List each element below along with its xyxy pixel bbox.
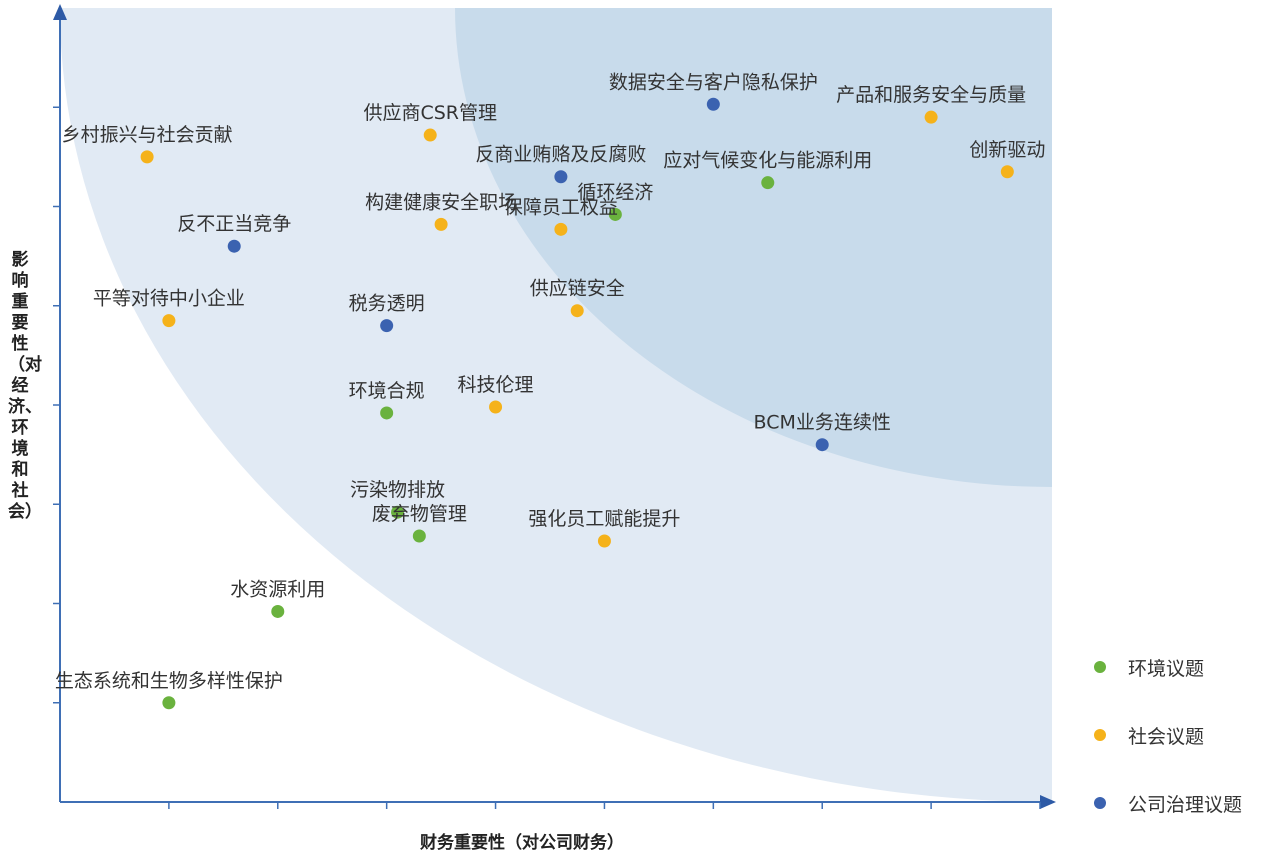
point-label: 强化员工赋能提升 bbox=[528, 508, 680, 530]
point-marker-env bbox=[412, 529, 426, 543]
axes bbox=[53, 4, 1056, 809]
point-label: 税务透明 bbox=[349, 293, 425, 315]
point-label: 数据安全与客户隐私保护 bbox=[609, 71, 818, 93]
legend-label-soc: 社会议题 bbox=[1128, 725, 1205, 748]
data-point: 应对气候变化与能源利用 bbox=[663, 150, 872, 190]
data-point: 创新驱动 bbox=[969, 139, 1045, 179]
legend-item-env: 环境议题 bbox=[1088, 650, 1268, 684]
point-marker-gov bbox=[706, 97, 720, 111]
data-point: 保障员工权益 bbox=[504, 196, 618, 236]
legend-item-gov: 公司治理议题 bbox=[1088, 786, 1268, 820]
data-point: 平等对待中小企业 bbox=[93, 288, 245, 328]
legend-dot-env bbox=[1094, 661, 1106, 673]
point-marker-soc bbox=[162, 314, 176, 328]
point-marker-env bbox=[608, 207, 622, 221]
data-point: 污染物排放 bbox=[350, 479, 445, 519]
data-point: 反不正当竞争 bbox=[177, 213, 291, 253]
data-point: 供应商CSR管理 bbox=[363, 102, 497, 142]
point-label: 废弃物管理 bbox=[372, 503, 467, 525]
point-label: 循环经济 bbox=[577, 181, 653, 203]
point-label: 供应商CSR管理 bbox=[363, 102, 497, 124]
point-label: 产品和服务安全与质量 bbox=[836, 84, 1026, 106]
data-point: 数据安全与客户隐私保护 bbox=[609, 71, 818, 111]
point-marker-soc bbox=[140, 150, 154, 164]
legend-label-env: 环境议题 bbox=[1128, 657, 1205, 680]
data-point: 废弃物管理 bbox=[372, 503, 467, 543]
legend: 环境议题 社会议题 公司治理议题 bbox=[1088, 650, 1268, 854]
data-point: BCM业务连续性 bbox=[754, 412, 891, 452]
data-point: 乡村振兴与社会贡献 bbox=[62, 124, 233, 164]
point-marker-env bbox=[271, 604, 285, 618]
data-point: 环境合规 bbox=[349, 380, 425, 420]
point-marker-env bbox=[761, 176, 775, 190]
data-point: 产品和服务安全与质量 bbox=[836, 84, 1026, 124]
data-point: 构建健康安全职场 bbox=[365, 191, 517, 231]
data-point: 强化员工赋能提升 bbox=[528, 508, 680, 548]
point-marker-env bbox=[380, 406, 394, 420]
point-marker-soc bbox=[423, 128, 437, 142]
point-label: 反商业贿赂及反腐败 bbox=[475, 144, 646, 166]
point-marker-soc bbox=[570, 304, 584, 318]
point-marker-soc bbox=[924, 110, 938, 124]
point-label: 保障员工权益 bbox=[504, 196, 618, 218]
point-label: 乡村振兴与社会贡献 bbox=[62, 124, 233, 146]
point-label: 生态系统和生物多样性保护 bbox=[55, 670, 283, 692]
point-marker-soc bbox=[434, 217, 448, 231]
point-label: 水资源利用 bbox=[230, 578, 325, 600]
point-label: 构建健康安全职场 bbox=[365, 191, 517, 213]
data-point: 生态系统和生物多样性保护 bbox=[55, 670, 283, 710]
legend-item-soc: 社会议题 bbox=[1088, 718, 1268, 752]
point-marker-gov bbox=[554, 170, 568, 184]
point-label: 环境合规 bbox=[349, 380, 425, 402]
point-label: 应对气候变化与能源利用 bbox=[663, 150, 872, 172]
data-point: 水资源利用 bbox=[230, 578, 325, 618]
point-label: 创新驱动 bbox=[969, 139, 1045, 161]
legend-dot-gov bbox=[1094, 797, 1106, 809]
legend-dot-soc bbox=[1094, 729, 1106, 741]
data-point: 供应链安全 bbox=[530, 278, 625, 318]
point-marker-soc bbox=[554, 222, 568, 236]
importance-zones bbox=[60, 8, 1052, 802]
point-label: 供应链安全 bbox=[530, 278, 625, 300]
point-marker-soc bbox=[597, 534, 611, 548]
y-axis-arrow bbox=[53, 4, 67, 20]
point-marker-soc bbox=[489, 400, 503, 414]
point-label: 平等对待中小企业 bbox=[93, 288, 245, 310]
data-point: 循环经济 bbox=[577, 181, 653, 221]
data-point: 科技伦理 bbox=[458, 374, 534, 414]
x-axis-title: 财务重要性（对公司财务） bbox=[420, 833, 624, 853]
point-marker-gov bbox=[815, 438, 829, 452]
point-marker-gov bbox=[380, 319, 394, 333]
x-axis-arrow bbox=[1040, 795, 1056, 809]
point-label: 反不正当竞争 bbox=[177, 213, 291, 235]
point-label: BCM业务连续性 bbox=[754, 412, 891, 434]
point-label: 污染物排放 bbox=[350, 479, 445, 501]
y-axis-title: 影响重要性（对经济、环境和社会） bbox=[8, 250, 42, 522]
zone-inner bbox=[455, 8, 1052, 487]
data-point: 税务透明 bbox=[349, 293, 425, 333]
point-marker-env bbox=[391, 505, 405, 519]
data-point: 反商业贿赂及反腐败 bbox=[475, 144, 646, 184]
point-marker-env bbox=[162, 696, 176, 710]
point-label: 科技伦理 bbox=[458, 374, 534, 396]
point-marker-soc bbox=[1000, 165, 1014, 179]
point-marker-gov bbox=[227, 239, 241, 253]
legend-label-gov: 公司治理议题 bbox=[1128, 793, 1243, 816]
